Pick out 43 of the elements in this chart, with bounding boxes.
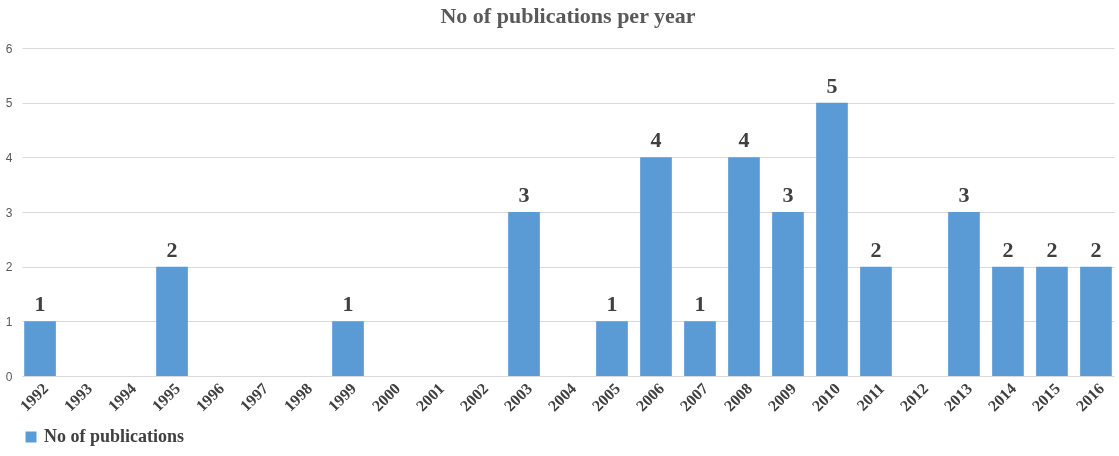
data-label: 2 (1002, 236, 1014, 262)
x-tick-label: 2011 (853, 379, 888, 414)
bar (596, 321, 628, 376)
bar (728, 157, 760, 376)
bar (948, 212, 980, 376)
bar (332, 321, 364, 376)
bar (684, 321, 716, 376)
y-tick-label: 3 (5, 205, 13, 220)
bar (860, 266, 892, 376)
y-tick-label: 4 (5, 150, 13, 165)
y-tick-label: 6 (5, 41, 13, 56)
x-tick-label: 1999 (324, 379, 360, 415)
bar (508, 212, 540, 376)
bar (156, 266, 188, 376)
x-tick-label: 1993 (60, 379, 96, 415)
data-label: 4 (738, 127, 750, 153)
bar (24, 321, 56, 376)
data-label: 3 (782, 182, 794, 207)
data-label: 2 (1090, 236, 1102, 262)
bar (1080, 266, 1112, 376)
bar (772, 212, 804, 376)
bar (816, 102, 848, 376)
y-tick-label: 0 (5, 369, 13, 384)
data-label: 1 (694, 291, 706, 317)
y-tick-label: 1 (5, 314, 13, 329)
bar (640, 157, 672, 376)
bar (992, 266, 1024, 376)
y-tick-label: 5 (5, 96, 13, 111)
data-label: 1 (342, 291, 354, 317)
data-label: 4 (650, 127, 662, 153)
data-label: 1 (606, 291, 618, 317)
x-tick-label: 1992 (16, 379, 52, 415)
data-label: 3 (518, 182, 530, 207)
bar (1036, 266, 1068, 376)
data-label: 2 (1046, 236, 1058, 262)
data-label: 3 (958, 182, 970, 207)
data-label: 5 (826, 72, 838, 98)
chart-title: No of publications per year (440, 3, 696, 28)
legend-label: No of publications (44, 426, 185, 446)
y-tick-label: 2 (5, 260, 13, 275)
data-label: 2 (870, 236, 882, 262)
data-label: 1 (34, 291, 46, 317)
data-label: 2 (166, 236, 178, 262)
